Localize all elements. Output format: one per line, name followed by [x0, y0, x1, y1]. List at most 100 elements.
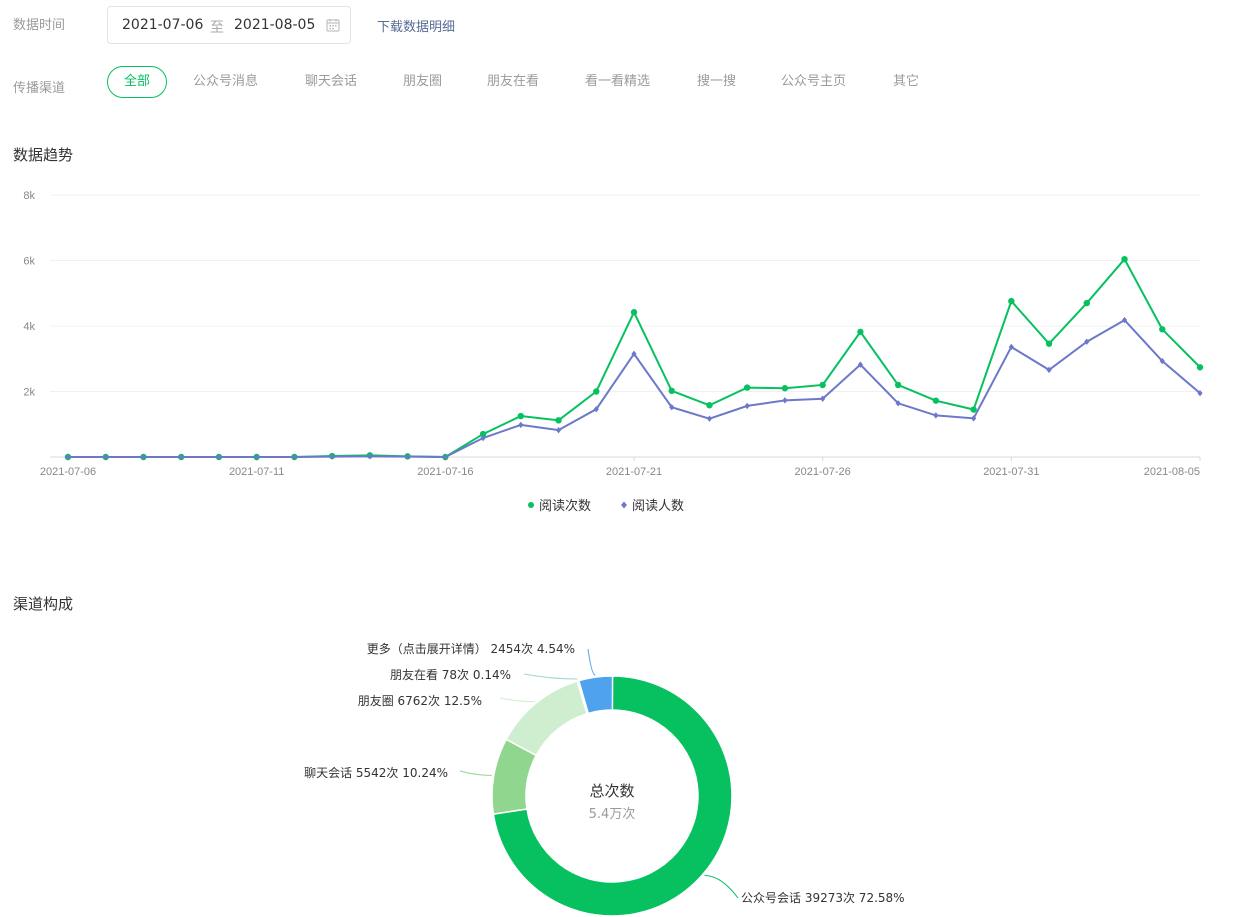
tab-official-homepage[interactable]: 公众号主页 [781, 74, 847, 89]
y-tick-label: 4k [23, 321, 35, 333]
data-point [630, 309, 638, 316]
data-point [1008, 343, 1014, 351]
data-point [254, 453, 260, 461]
legend-label[interactable]: 阅读人数 [632, 499, 684, 514]
calendar-icon[interactable] [326, 18, 340, 32]
x-tick-label: 2021-07-11 [229, 466, 284, 478]
donut-slice[interactable] [577, 675, 614, 715]
x-tick-label: 2021-07-21 [606, 466, 662, 478]
y-tick-label: 2k [23, 387, 35, 399]
donut-center-title: 总次数 [589, 782, 634, 800]
slice-label: 聊天会话 5542次 10.24% [304, 766, 448, 780]
data-point [1121, 255, 1128, 263]
x-tick-label: 2021-07-26 [795, 466, 851, 478]
trend-title: 数据趋势 [13, 146, 74, 164]
date-separator: 至 [210, 20, 224, 36]
data-point [291, 453, 297, 461]
trend-line-chart: 2k 4k 6k 8k 2021-07-06 2021-07-11 2021-07-16 20… [23, 190, 1204, 514]
data-point [819, 381, 826, 389]
slice-label-line [499, 697, 535, 703]
channel-composition-title: 渠道构成 [13, 595, 74, 613]
date-start[interactable]: 2021-07-06 [122, 17, 204, 33]
y-tick-label: 8k [23, 190, 35, 202]
data-point [140, 453, 147, 461]
data-point [1197, 389, 1203, 397]
date-end[interactable]: 2021-08-05 [234, 17, 316, 33]
slice-label: 朋友圈 6762次 12.5% [358, 694, 482, 708]
data-point [480, 434, 486, 442]
donut-center-value: 5.4万次 [589, 806, 636, 822]
data-point [1159, 357, 1165, 365]
tab-friends-watching[interactable]: 朋友在看 [487, 74, 540, 89]
legend-marker[interactable] [528, 502, 534, 508]
slice-label: 朋友在看 78次 0.14% [390, 668, 511, 682]
data-point [103, 453, 109, 461]
data-point [555, 417, 562, 424]
data-point [555, 426, 562, 434]
slice-label-line [523, 673, 578, 680]
date-range-picker[interactable]: 2021-07-06 至 2021-08-05 [107, 6, 351, 44]
series-line-2 [68, 318, 1201, 459]
data-point [518, 421, 524, 429]
slice-label-line [587, 648, 596, 676]
data-point [1196, 364, 1204, 371]
data-point [479, 430, 487, 438]
data-point [405, 453, 411, 460]
data-point [517, 412, 524, 420]
data-point [329, 453, 335, 460]
download-data-link[interactable]: 下载数据明细 [377, 20, 456, 35]
data-point [782, 397, 788, 404]
tab-all[interactable]: 全部 [107, 66, 167, 98]
data-point [894, 381, 902, 389]
data-point [744, 402, 750, 410]
data-point [706, 415, 713, 422]
tab-others[interactable]: 其它 [893, 74, 920, 89]
x-tick-label: 2021-08-05 [1144, 466, 1200, 478]
data-point [367, 453, 373, 460]
data-point [744, 384, 751, 391]
data-point [857, 328, 864, 336]
data-point [669, 404, 675, 411]
data-point [631, 350, 637, 358]
data-point [970, 406, 977, 413]
data-point [216, 453, 222, 461]
data-point [1046, 366, 1052, 374]
data-point [1159, 326, 1166, 333]
data-point [706, 402, 713, 409]
slice-label-line [459, 770, 492, 776]
tab-search[interactable]: 搜一搜 [697, 74, 737, 89]
slice-label: 更多（点击展开详情） 2454次 4.54% [367, 641, 575, 656]
data-point [1084, 338, 1090, 345]
legend-label[interactable]: 阅读次数 [539, 498, 591, 514]
data-point [442, 453, 448, 461]
x-tick-label: 2021-07-31 [983, 466, 1039, 478]
tab-top-stories[interactable]: 看一看精选 [585, 74, 651, 89]
tab-moments[interactable]: 朋友圈 [403, 74, 443, 89]
date-filter-label: 数据时间 [13, 18, 66, 33]
legend-marker[interactable] [621, 501, 627, 509]
channel-filter-label: 传播渠道 [13, 81, 66, 96]
data-point [895, 400, 901, 407]
data-point [593, 388, 600, 395]
data-point [820, 395, 826, 402]
data-point [1045, 340, 1053, 347]
donut-slice[interactable] [492, 675, 733, 917]
data-point [781, 385, 789, 392]
data-point [593, 405, 599, 413]
x-tick-label: 2021-07-06 [40, 466, 96, 478]
data-point [971, 415, 977, 422]
data-point [932, 397, 940, 404]
tab-official-message[interactable]: 公众号消息 [193, 74, 259, 89]
data-point [857, 361, 863, 368]
slice-label: 公众号会话 39273次 72.58% [741, 891, 905, 905]
data-point [1008, 297, 1015, 305]
tab-chat[interactable]: 聊天会话 [305, 74, 358, 89]
y-tick-label: 6k [23, 256, 35, 268]
data-point [668, 387, 675, 395]
slice-label-line [704, 874, 739, 899]
data-point [1083, 299, 1091, 307]
x-tick-label: 2021-07-16 [417, 466, 473, 478]
donut-slice[interactable] [505, 680, 589, 757]
data-point [1121, 316, 1128, 324]
data-point [933, 412, 939, 419]
